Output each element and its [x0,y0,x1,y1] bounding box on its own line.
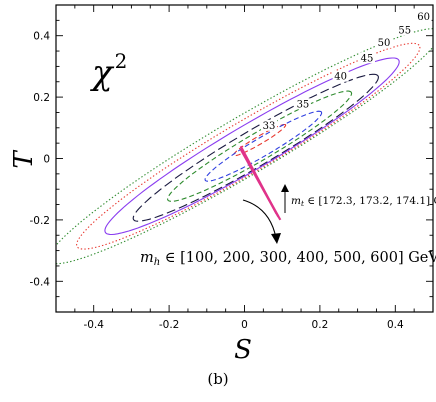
contour-60 [56,28,433,265]
contour-label-bg [359,52,376,64]
contour-label-bg [332,70,349,82]
contour-label-50: 50 [378,38,391,49]
contour-labels-group: 33 35 40 45 50 55 60 [261,10,432,132]
y-tick-label: -0.4 [30,276,51,288]
mt-annotation: mt ∈ [172.3, 173.2, 174.1] GeV [281,184,436,213]
contour-label-bg [294,98,311,110]
mh-subscript: h [154,257,160,268]
figure-caption: (b) [207,370,229,388]
y-tick-label: 0.2 [33,92,50,104]
mt-line-3 [241,151,282,221]
x-tick-label: 0.4 [387,319,404,331]
chi-symbol: χ [90,53,115,93]
mt-lines-group [239,145,282,221]
contour-label-45: 45 [361,53,374,64]
mh-arrow-head [271,233,281,244]
mt-subscript: t [301,199,305,208]
contour-label-bg [415,10,432,22]
x-tick-label: 0 [241,319,248,331]
contour-label-35: 35 [297,99,310,110]
x-tick-label: -0.2 [159,319,180,331]
mh-range-text: ∈ [100, 200, 300, 400, 500, 600] GeV [160,250,436,266]
mt-symbol: m [291,195,301,207]
contour-55 [76,42,421,250]
y-tick-label: 0.4 [33,31,50,43]
contour-50 [104,57,400,236]
contour-label-60: 60 [417,12,430,23]
contour-label-bg [261,119,278,131]
svg-text:mt ∈ [172.3, 173.2, 174.1] GeV: mt ∈ [172.3, 173.2, 174.1] GeV [291,195,436,208]
mh-symbol: m [140,250,154,266]
chi-exponent: 2 [115,49,128,73]
tick-labels-group: -0.4 -0.2 0 0.2 0.4 -0.4 -0.2 0 0.2 0.4 [30,31,404,331]
svg-text:mh ∈ [100, 200, 300, 400, 500,: mh ∈ [100, 200, 300, 400, 500, 600] GeV [140,250,436,268]
contour-40 [167,90,353,202]
x-axis-title: S [234,335,252,365]
mh-arrow-curve [242,199,277,239]
mh-annotation: mh ∈ [100, 200, 300, 400, 500, 600] GeV [140,199,436,268]
y-axis-title: T [9,150,39,169]
x-tick-label: -0.4 [83,319,104,331]
plot-frame [55,4,434,313]
contour-label-bg [375,36,392,48]
x-tick-label: 0.2 [312,319,329,331]
contour-label-bg [396,24,413,36]
contour-45 [132,73,379,222]
y-tick-label: 0 [43,154,50,166]
contour-35 [204,110,323,182]
y-tick-label: -0.2 [30,215,51,227]
mt-arrow-head [281,184,289,192]
contour-label-33: 33 [263,121,276,132]
contour-group [56,28,433,265]
contour-label-55: 55 [398,26,411,37]
mt-range-text: ∈ [172.3, 173.2, 174.1] GeV [304,195,436,207]
contour-label-40: 40 [334,72,347,83]
